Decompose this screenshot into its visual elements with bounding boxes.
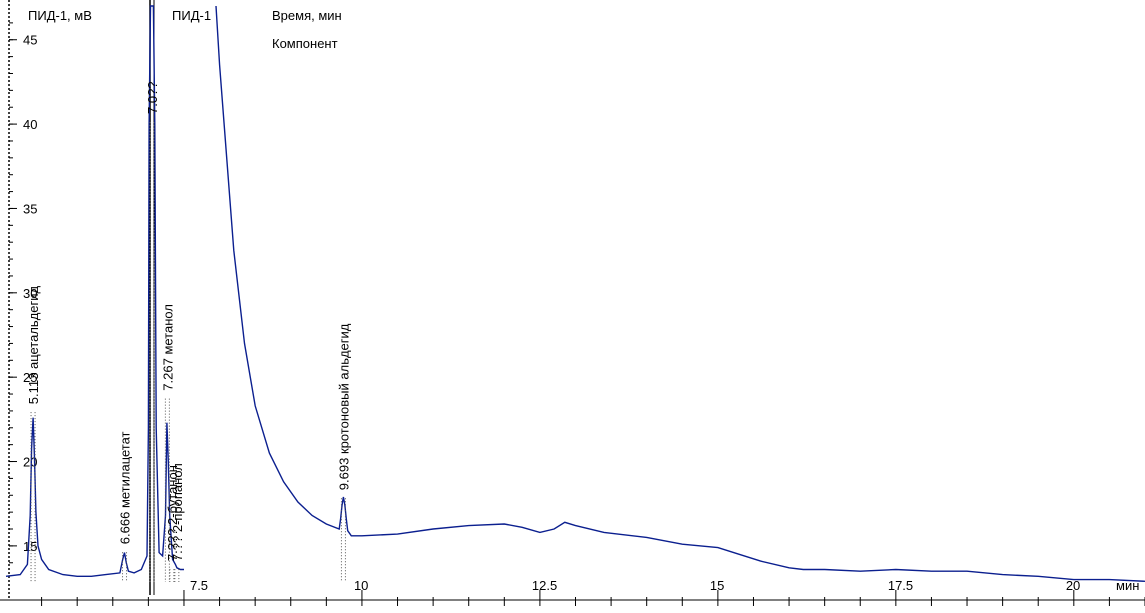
y-tick-label: 45	[23, 33, 37, 48]
x-tick-label: 7.5	[190, 578, 208, 593]
component-label: Компонент	[272, 36, 338, 51]
y-tick-label: 35	[23, 201, 37, 216]
y-tick-label: 40	[23, 117, 37, 132]
x-tick-label: 12.5	[532, 578, 557, 593]
x-tick-label: 15	[710, 578, 724, 593]
peak-label: 6.666 метилацетат	[118, 431, 133, 544]
chromatogram-trace	[215, 5, 1145, 582]
peak-label: 7.?? 2-пропанол	[170, 463, 185, 561]
x-tick-label: 10	[354, 578, 368, 593]
peak-label: 9.693 кротоновый альдегид	[336, 323, 351, 490]
x-tick-label: 17.5	[888, 578, 913, 593]
x-unit-label: мин	[1116, 578, 1139, 593]
x-tick-label: 20	[1066, 578, 1080, 593]
time-label: Время, мин	[272, 8, 342, 23]
peak-label: 7.267 метанол	[160, 304, 175, 391]
peak-label: 7.0??	[145, 81, 160, 114]
y-tick-label: 25	[23, 370, 37, 385]
channel-label: ПИД-1	[172, 8, 211, 23]
peak-label: 7.??? 2-бутанон	[165, 465, 180, 561]
y-tick-label: 30	[23, 286, 37, 301]
peak-label: 5.113 ацетальдегид	[26, 285, 41, 404]
y-axis-title: ПИД-1, мВ	[28, 8, 92, 23]
y-tick-label: 15	[23, 539, 37, 554]
